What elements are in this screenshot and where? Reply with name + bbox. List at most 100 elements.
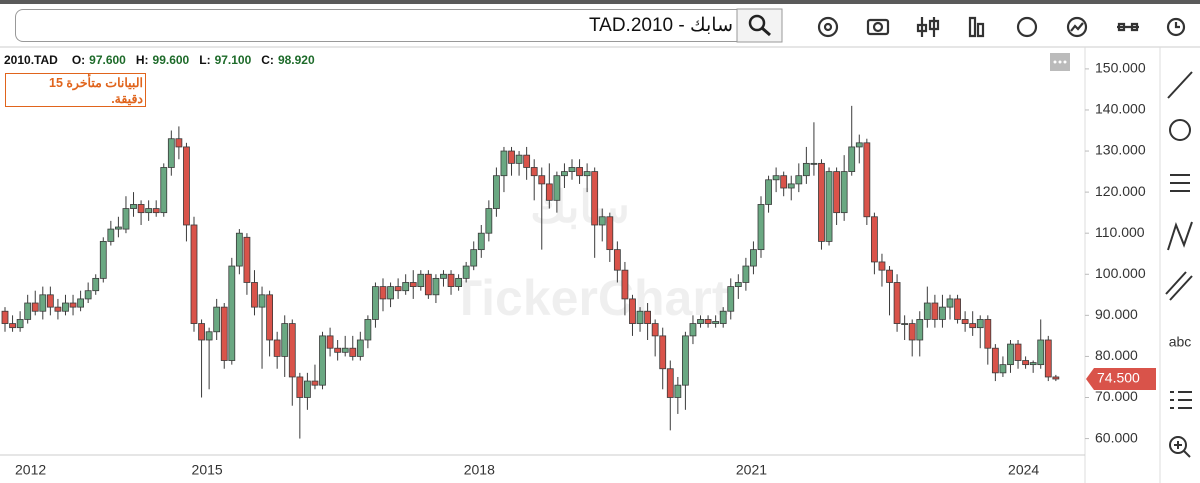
candle-body: [583, 171, 591, 177]
candle-body: [440, 273, 447, 279]
candle-body: [455, 277, 463, 287]
candle-body: [213, 306, 221, 333]
candle-body: [387, 286, 394, 300]
candle-body: [334, 347, 342, 353]
candle-body: [266, 294, 274, 341]
y-tick-label: 120.000: [1095, 183, 1146, 199]
dot: [1058, 60, 1062, 64]
candle-body: [682, 335, 689, 386]
candle-body: [372, 286, 379, 320]
candle-body: [871, 216, 878, 263]
y-tick-label: 130.000: [1095, 142, 1146, 158]
candle-body: [107, 228, 115, 242]
link-icon[interactable]: [1117, 22, 1139, 32]
ohlc-value: 98.920: [277, 53, 315, 67]
candle-body: [115, 226, 122, 230]
candle-body: [961, 319, 969, 324]
candle-body: [659, 335, 667, 370]
camera-icon[interactable]: [866, 18, 890, 36]
candle-body: [1007, 343, 1014, 366]
search-box[interactable]: سابك - TAD.2010: [15, 9, 737, 42]
candle-body: [991, 347, 999, 374]
ohlc-label: O:: [71, 53, 86, 67]
candle-body: [160, 167, 168, 214]
notice-line: دقيقة.: [111, 92, 143, 106]
candle-body: [1037, 339, 1045, 366]
candle-body: [77, 298, 84, 308]
top-strip: [0, 0, 1200, 4]
candle-body: [765, 179, 772, 205]
candle-body: [742, 265, 750, 283]
study-icon[interactable]: [1066, 16, 1088, 38]
y-tick-label: 70.000: [1095, 388, 1138, 404]
candle-body: [447, 273, 455, 287]
candle-body: [228, 265, 236, 361]
candle-body: [281, 323, 289, 357]
ohlc-value: 97.100: [214, 53, 252, 67]
candle-body: [561, 171, 568, 177]
candle-body: [969, 323, 977, 329]
zoom-tool[interactable]: [1169, 436, 1187, 454]
candle-body: [273, 339, 281, 357]
candle-body: [235, 232, 243, 267]
channel-tool[interactable]: [1165, 271, 1193, 301]
candle-body: [432, 277, 440, 296]
candle-body: [576, 167, 583, 177]
search-button[interactable]: [736, 8, 783, 43]
x-tick-label: 2012: [15, 462, 46, 478]
candle-body: [538, 175, 546, 185]
symbol: 2010.TAD: [4, 53, 58, 67]
ohlc-header: 2010.TAD O: 97.600 H: 99.600 L: 97.100 C: 98.920: [4, 53, 325, 67]
candle-body: [364, 319, 372, 341]
candle-body: [923, 302, 931, 320]
candle-body: [780, 175, 788, 189]
candle-body: [296, 376, 304, 398]
candle-body: [394, 286, 402, 292]
candle-body: [893, 282, 901, 324]
candle-body: [704, 319, 712, 324]
candle-body: [46, 294, 54, 308]
dot: [1053, 60, 1057, 64]
y-tick-label: 60.000: [1095, 429, 1138, 445]
text-tool[interactable]: abc: [1169, 334, 1192, 350]
candle-body: [931, 302, 939, 320]
indicator-icon[interactable]: [1016, 16, 1038, 38]
list-tool[interactable]: [1170, 391, 1192, 409]
candles-icon[interactable]: [916, 17, 940, 37]
candle-body: [523, 154, 531, 168]
pattern-tool[interactable]: [1167, 221, 1193, 251]
clock-icon[interactable]: [1166, 17, 1186, 37]
candle-body: [1044, 339, 1052, 378]
candle-body: [424, 273, 432, 296]
line-tool[interactable]: [1167, 71, 1193, 99]
settings-icon[interactable]: [817, 16, 839, 38]
candle-body: [341, 347, 349, 353]
candle-body: [598, 216, 606, 226]
ohlc-value: 99.600: [152, 53, 190, 67]
dot: [1063, 60, 1067, 64]
candle-body: [84, 290, 92, 300]
candle-body: [379, 286, 387, 300]
candle-body: [1, 310, 9, 324]
candle-body: [757, 204, 765, 251]
candle-body: [1022, 360, 1029, 366]
candle-body: [674, 384, 682, 398]
ohlc-label: H:: [135, 53, 149, 67]
candle-body: [137, 204, 145, 214]
candle-body: [848, 146, 856, 172]
watermark: TickerChart: [452, 270, 729, 326]
candle-body: [787, 183, 795, 189]
candle-body: [908, 323, 916, 341]
candle-body: [689, 323, 697, 337]
candle-body: [24, 302, 32, 320]
fib-tool[interactable]: [1170, 174, 1190, 192]
circle-tool[interactable]: [1169, 119, 1191, 141]
delay-notice: البيانات متأخرة 15 دقيقة.: [5, 73, 146, 107]
candle-body: [946, 298, 954, 308]
camera-icon: [872, 21, 884, 33]
candle-body: [545, 183, 553, 201]
candle-body: [727, 286, 735, 312]
bars-icon[interactable]: [968, 16, 985, 38]
